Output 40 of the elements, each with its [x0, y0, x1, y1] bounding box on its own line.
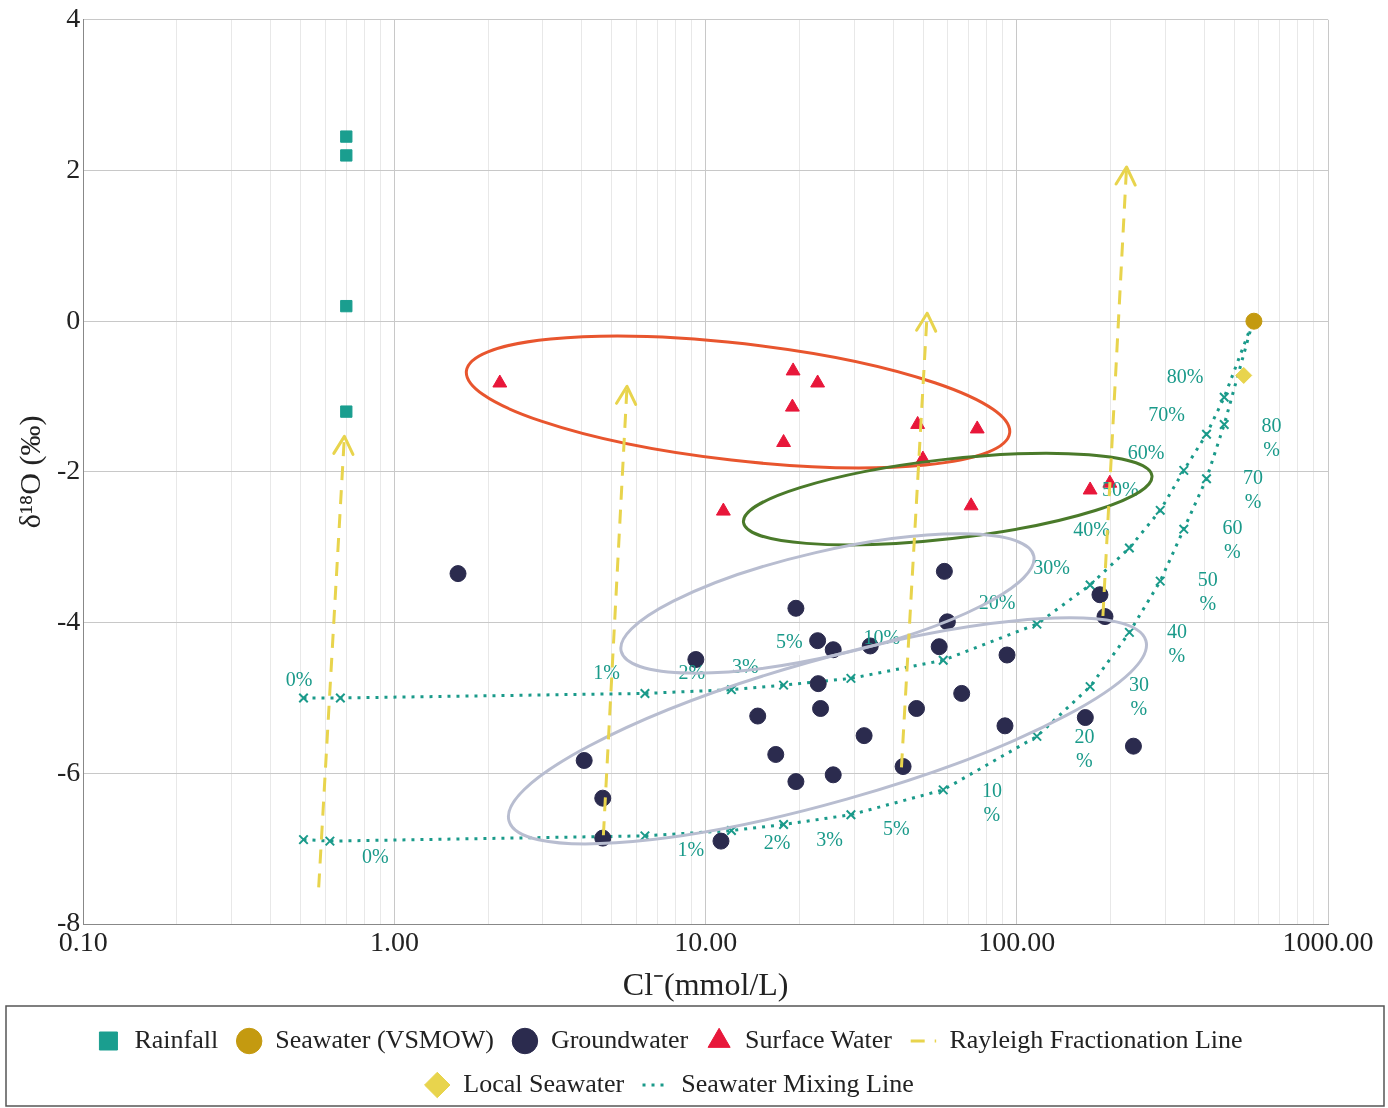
y-tick-label: -6 — [57, 755, 81, 787]
annotation: 30 % — [1128, 672, 1149, 719]
annotation: 1% — [677, 838, 705, 861]
annotation: 50 % — [1197, 568, 1218, 615]
y-axis-title: δ¹⁸O (‰) — [12, 415, 47, 529]
annotation: 5% — [882, 817, 910, 840]
y-tick-label: -4 — [57, 604, 81, 636]
annotation: 70% — [1148, 402, 1185, 425]
x-tick-label: 100.00 — [978, 926, 1056, 958]
x-tick-label: 1000.00 — [1282, 926, 1374, 958]
x-axis-title: Cl⁻(mmol/L) — [622, 966, 789, 1003]
annotation: 2% — [763, 830, 791, 853]
annotation: 20 % — [1074, 724, 1095, 771]
annotation: 80 % — [1261, 413, 1282, 460]
annotation: 70 % — [1242, 465, 1263, 512]
x-tick-label: 10.00 — [674, 926, 738, 958]
annotation: 80% — [1166, 365, 1204, 388]
legend-label: Rainfall — [134, 1024, 219, 1054]
legend-label: Local Seawater — [463, 1068, 625, 1098]
annotation: 60% — [1127, 441, 1165, 464]
annotation: 5% — [776, 630, 803, 653]
x-tick-label: 1.00 — [369, 926, 419, 958]
annotation: 40 % — [1166, 620, 1187, 667]
annotation: 1% — [593, 660, 620, 683]
annotation: 3% — [816, 827, 843, 850]
y-tick-label: 4 — [66, 2, 81, 34]
annotation: 60 % — [1222, 516, 1243, 563]
y-tick-label: -2 — [57, 454, 81, 486]
annotation: 40% — [1073, 517, 1110, 540]
annotation: 0% — [285, 667, 313, 690]
annotation: 0% — [361, 845, 389, 868]
annotation: 10 % — [981, 779, 1002, 826]
y-tick-label: 0 — [66, 303, 81, 335]
legend-label: Seawater (VSMOW) — [275, 1024, 494, 1054]
legend-label: Seawater Mixing Line — [681, 1068, 914, 1098]
annotation: 30% — [1033, 556, 1070, 579]
legend-label: Surface Water — [745, 1024, 893, 1054]
legend-label: Groundwater — [550, 1024, 689, 1054]
text: Rayleigh Fractionation Line — [949, 1024, 1243, 1054]
y-tick-label: 2 — [66, 152, 81, 184]
